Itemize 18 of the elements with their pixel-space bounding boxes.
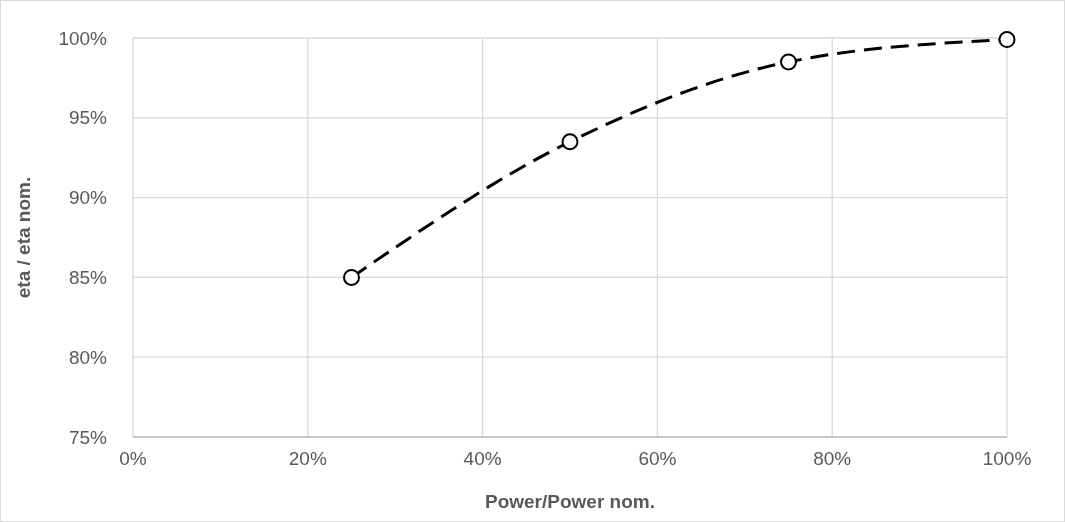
x-axis-title: Power/Power nom.	[485, 491, 655, 512]
point	[998, 31, 1016, 49]
y-axis-title: eta / eta nom.	[13, 176, 34, 299]
x-tick-label: 20%	[288, 448, 327, 469]
x-tick-label: 80%	[813, 448, 852, 469]
x-tick-label: 40%	[463, 448, 502, 469]
x-tick-label: 100%	[982, 448, 1032, 469]
y-tick-label: 90%	[68, 187, 108, 209]
y-tick-label: 80%	[68, 346, 108, 368]
y-tick-label: 75%	[68, 426, 108, 448]
point	[780, 53, 797, 71]
x-tick-label: 60%	[638, 448, 677, 469]
y-tick-label: 100%	[58, 27, 108, 49]
y-tick-label: 95%	[68, 107, 108, 129]
y-tick-label: 85%	[68, 267, 108, 289]
point	[561, 133, 579, 151]
point	[343, 268, 360, 286]
x-tick-label: 0%	[119, 448, 147, 469]
